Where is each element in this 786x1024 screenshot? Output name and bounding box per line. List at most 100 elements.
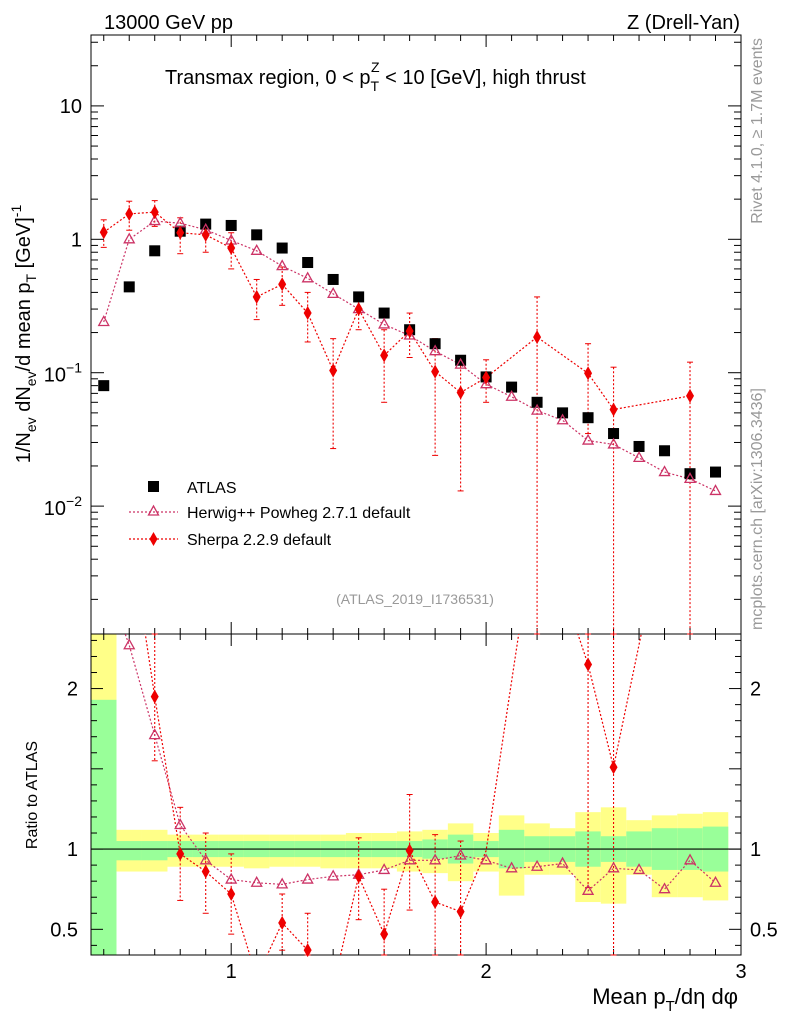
sherpa-point [201, 227, 210, 242]
herwig-ratio-point [123, 638, 136, 650]
ratio-band-green [91, 699, 117, 955]
analysis-id-label: (ATLAS_2019_I1736531) [336, 591, 494, 607]
sherpa-ratio-point [584, 657, 593, 672]
ratio-lines [124, 634, 716, 955]
herwig-point [479, 377, 493, 389]
herwig-ratio-point [530, 859, 544, 871]
herwig-ratio-point [581, 883, 595, 895]
sherpa-ratio-point [431, 895, 440, 910]
atlas-point [251, 229, 263, 241]
main-data-points [97, 200, 722, 635]
herwig-point [97, 315, 110, 327]
sherpa-point [303, 306, 312, 321]
y-tick-label: 10 [60, 96, 82, 118]
sherpa-point [354, 302, 363, 317]
sherpa-point [99, 225, 108, 240]
atlas-point [149, 245, 161, 257]
sherpa-point [584, 366, 593, 381]
herwig-point [250, 243, 263, 255]
sherpa-ratio-point [150, 689, 159, 704]
atlas-point [633, 440, 645, 452]
sherpa-ratio-point [456, 904, 465, 919]
herwig-point [403, 328, 416, 340]
atlas-point [582, 412, 594, 424]
herwig-ratio-point [225, 872, 238, 884]
legend-atlas-label: ATLAS [187, 480, 237, 497]
herwig-point [429, 344, 442, 356]
herwig-point [658, 465, 671, 477]
herwig-point [709, 484, 722, 496]
herwig-ratio-point [378, 863, 391, 875]
herwig-ratio-point [505, 861, 518, 873]
x-tick-label: 3 [735, 961, 746, 983]
herwig-point [581, 433, 595, 445]
herwig-point [607, 437, 620, 449]
atlas-point [353, 291, 365, 303]
herwig-ratio-point [199, 853, 212, 865]
herwig-ratio-point [658, 882, 671, 894]
sherpa-point [405, 324, 414, 339]
herwig-point [378, 317, 391, 329]
sherpa-ratio-point [405, 843, 414, 858]
herwig-point [276, 259, 289, 271]
sherpa-point [609, 402, 618, 417]
sherpa-ratio-point [176, 846, 185, 861]
sherpa-ratio-point [609, 760, 618, 775]
y-tick-label-right: 2 [750, 679, 761, 701]
ratio-band-green [141, 841, 168, 861]
herwig-point [301, 271, 314, 283]
herwig-ratio-point [683, 853, 697, 865]
atlas-point [123, 281, 135, 293]
herwig-ratio-point [174, 818, 187, 830]
herwig-point [454, 357, 467, 369]
herwig-ratio-point [709, 875, 722, 887]
herwig-ratio-point [327, 869, 340, 881]
sherpa-ratio-point [354, 869, 363, 884]
legend: ATLAS Herwig++ Powheg 2.7.1 default Sher… [129, 480, 411, 549]
ratio-data-points [123, 633, 722, 958]
sherpa-ratio-point [278, 915, 287, 930]
mcplots-label: mcplots.cern.ch [arXiv:1306.3436] [749, 388, 766, 630]
atlas-point [276, 242, 288, 254]
sherpa-point [686, 388, 695, 403]
legend-sherpa-marker [149, 532, 158, 546]
herwig-ratio-point [607, 861, 620, 873]
ratio-y-axis-label: Ratio to ATLAS [24, 741, 41, 849]
y-tick-label: 1 [67, 839, 78, 861]
herwig-ratio-point [479, 853, 493, 865]
sherpa-point [380, 348, 389, 363]
sherpa-point [150, 205, 159, 220]
sherpa-point [533, 330, 542, 345]
sherpa-point [329, 363, 338, 378]
herwig-ratio-point [556, 856, 569, 868]
sherpa-point [125, 206, 134, 221]
atlas-point [378, 307, 390, 319]
atlas-point [531, 396, 543, 408]
plot-title: Transmax region, 0 < pTZ < 10 [GeV], hig… [165, 59, 586, 94]
y-tick-label: 1 [71, 229, 82, 251]
sherpa-point [227, 241, 236, 256]
sherpa-point [431, 364, 440, 379]
sherpa-point [456, 385, 465, 400]
ratio-band-green [116, 841, 142, 861]
herwig-ratio-point [632, 863, 646, 875]
atlas-point [557, 407, 569, 419]
herwig-ratio-point [301, 872, 314, 884]
herwig-ratio-point [250, 875, 263, 887]
herwig-point [683, 472, 697, 484]
sherpa-ratio-line [144, 634, 642, 955]
herwig-ratio-point [454, 848, 467, 860]
ratio-axis-ticks: 1 2 30.5 0.51 12 2 [50, 634, 778, 983]
herwig-point [556, 413, 569, 425]
atlas-point [302, 257, 314, 269]
sherpa-point [252, 289, 261, 304]
x-tick-label: 2 [481, 961, 492, 983]
y-tick-label: 0.5 [50, 919, 78, 941]
atlas-point [710, 466, 722, 478]
y-tick-label: 10−1 [44, 360, 82, 387]
herwig-ratio-point [403, 853, 416, 865]
legend-herwig-label: Herwig++ Powheg 2.7.1 default [187, 505, 411, 522]
collision-label: 13000 GeV pp [104, 12, 233, 34]
y-tick-label-right: 0.5 [750, 919, 778, 941]
